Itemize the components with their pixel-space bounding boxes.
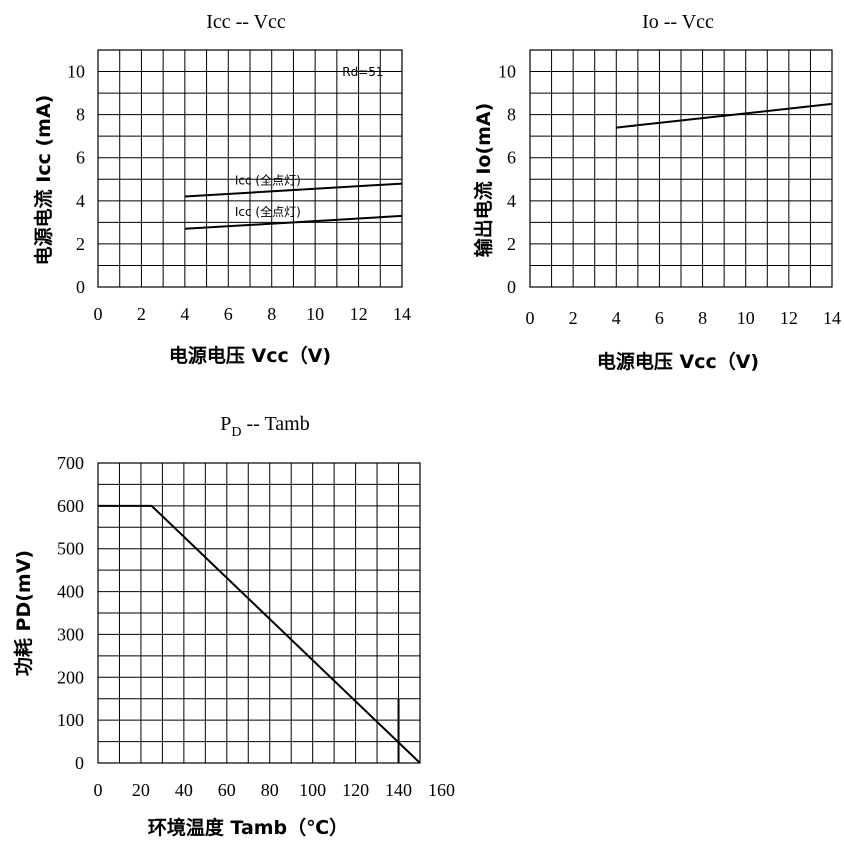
title-rest: -- Tamb — [242, 413, 310, 435]
title-main: P — [220, 413, 231, 435]
x-tick-label: 80 — [261, 780, 279, 800]
x-tick-label: 40 — [175, 780, 193, 800]
y-tick-label: 200 — [57, 667, 84, 687]
data-lines — [98, 504, 421, 764]
x-tick-label: 0 — [94, 304, 103, 324]
x-tick-label: 2 — [569, 308, 578, 328]
series-label: Icc (全点灯) — [235, 173, 301, 188]
y-tick-labels: 0 2 4 6 8 10 — [67, 62, 85, 297]
x-tick-label: 8 — [267, 304, 276, 324]
series-line — [616, 102, 833, 129]
plot-frame — [97, 462, 421, 764]
series-label: Icc (全点灯) — [235, 204, 301, 219]
y-tick-label: 700 — [57, 453, 84, 473]
series-line — [98, 504, 421, 764]
y-tick-label: 100 — [57, 710, 84, 730]
annotations: Rd=51 — [342, 65, 383, 79]
chart-title: PD -- Tamb — [220, 413, 309, 440]
x-tick-label: 0 — [526, 308, 535, 328]
grid — [98, 50, 402, 287]
y-tick-label: 0 — [75, 753, 84, 773]
y-tick-label: 6 — [76, 148, 85, 168]
y-axis-label: 输出电流 Io(mA) — [472, 103, 495, 258]
x-tick-label: 4 — [612, 308, 621, 328]
y-tick-label: 600 — [57, 496, 84, 516]
y-tick-label: 4 — [507, 191, 516, 211]
x-tick-label: 20 — [132, 780, 150, 800]
x-tick-label: 12 — [350, 304, 368, 324]
y-tick-label: 0 — [76, 277, 85, 297]
series-line — [184, 214, 403, 230]
x-axis-label: 电源电压 Vcc（V) — [597, 350, 759, 373]
x-tick-label: 10 — [306, 304, 324, 324]
y-tick-label: 500 — [57, 539, 84, 559]
y-tick-label: 2 — [76, 234, 85, 254]
y-tick-label: 10 — [498, 62, 516, 82]
x-tick-label: 6 — [655, 308, 664, 328]
x-tick-label: 12 — [780, 308, 798, 328]
y-axis-label: 电源电流 Icc (mA) — [32, 95, 55, 266]
x-tick-label: 14 — [393, 304, 411, 324]
x-tick-label: 0 — [94, 780, 103, 800]
x-tick-label: 6 — [224, 304, 233, 324]
data-lines — [184, 182, 403, 230]
series-labels: Icc (全点灯) Icc (全点灯) — [235, 173, 301, 219]
y-tick-label: 6 — [507, 148, 516, 168]
title-sub: D — [231, 425, 241, 440]
x-tick-label: 4 — [180, 304, 189, 324]
x-tick-label: 120 — [342, 780, 369, 800]
y-tick-label: 2 — [507, 234, 516, 254]
x-tick-label: 140 — [385, 780, 412, 800]
series-line — [184, 182, 403, 198]
chart-title: Icc -- Vcc — [206, 11, 286, 33]
data-lines — [616, 102, 833, 129]
plot-frame — [97, 49, 403, 288]
grid — [530, 50, 832, 287]
y-tick-label: 8 — [507, 105, 516, 125]
y-tick-label: 300 — [57, 624, 84, 644]
x-axis-label: 环境温度 Tamb（℃） — [148, 816, 348, 839]
x-tick-label: 8 — [698, 308, 707, 328]
x-tick-label: 100 — [299, 780, 326, 800]
y-tick-labels: 0 100 200 300 400 500 600 700 — [57, 453, 84, 773]
x-tick-label: 14 — [823, 308, 841, 328]
chart-io-vcc: Io -- Vcc 0 2 4 6 8 10 12 14 0 2 4 6 8 10 电源电压 Vcc（V… — [472, 11, 841, 373]
chart-title: Io -- Vcc — [642, 11, 714, 33]
x-tick-labels: 0 20 40 60 80 100 120 140 160 — [94, 780, 455, 800]
chart-icc-vcc: Icc -- Vcc 0 2 4 6 8 10 12 14 0 2 4 6 8 10 Icc (全点灯)… — [32, 11, 411, 367]
x-axis-label: 电源电压 Vcc（V) — [169, 344, 331, 367]
x-tick-labels: 0 2 4 6 8 10 12 14 — [526, 308, 842, 328]
x-tick-label: 10 — [737, 308, 755, 328]
y-tick-label: 400 — [57, 582, 84, 602]
x-tick-label: 60 — [218, 780, 236, 800]
x-tick-label: 2 — [137, 304, 146, 324]
y-tick-labels: 0 2 4 6 8 10 — [498, 62, 516, 297]
plot-frame — [529, 49, 833, 288]
y-axis-label: 功耗 PD(mV) — [13, 550, 35, 676]
y-tick-label: 8 — [76, 105, 85, 125]
y-tick-label: 0 — [507, 277, 516, 297]
x-tick-label: 160 — [428, 780, 455, 800]
y-tick-label: 10 — [67, 62, 85, 82]
x-tick-labels: 0 2 4 6 8 10 12 14 — [94, 304, 412, 324]
y-tick-label: 4 — [76, 191, 85, 211]
chart-pd-tamb: PD -- Tamb 0 20 40 60 80 100 120 140 160 0 100 200… — [13, 413, 455, 839]
annotation-label: Rd=51 — [342, 65, 383, 79]
